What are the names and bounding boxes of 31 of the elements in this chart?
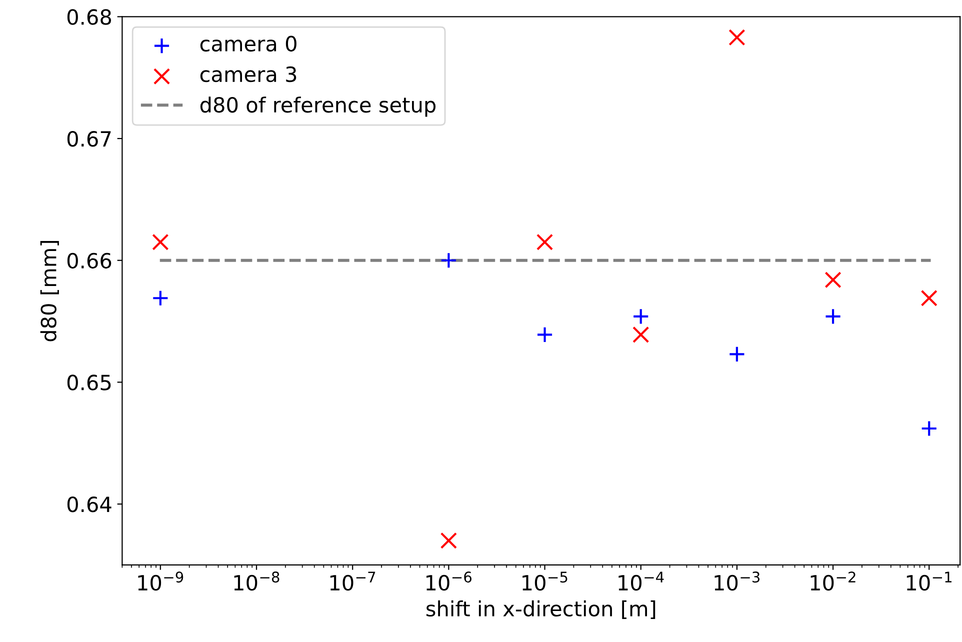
x-axis-title: shift in x-direction [m] — [426, 600, 656, 619]
point — [632, 326, 650, 344]
x-tick-label: 10$^{−6}$ — [426, 572, 472, 591]
x-tick-label: 10$^{−9}$ — [138, 572, 184, 591]
point — [728, 29, 746, 46]
y-tick-label: 0.67 — [67, 130, 111, 147]
x-tick-label: 10$^{−1}$ — [906, 572, 952, 591]
point — [440, 252, 458, 269]
x-tick-label: 10$^{−5}$ — [522, 572, 568, 591]
point — [632, 308, 650, 325]
point — [728, 346, 746, 363]
y-tick-label: 0.68 — [67, 9, 112, 25]
legend-label: camera 0 — [200, 36, 296, 52]
point — [440, 532, 458, 549]
x-tick-label: 10$^{−2}$ — [810, 572, 856, 591]
legend-label: d80 of reference setup — [200, 96, 436, 117]
legend-label: camera 3 — [200, 66, 296, 82]
x-tick-label: 10$^{−8}$ — [234, 572, 280, 591]
point — [536, 234, 554, 250]
x-tick-label: 10$^{−4}$ — [618, 572, 664, 591]
y-tick-label: 0.65 — [67, 374, 111, 390]
y-tick-label: 0.66 — [67, 252, 112, 269]
point — [824, 308, 842, 325]
y-tick-label: 0.64 — [67, 496, 112, 512]
x-tick-label: 10$^{−7}$ — [330, 572, 376, 591]
point — [536, 326, 554, 344]
point — [920, 290, 938, 306]
y-axis-title: d80 [mm] — [40, 241, 59, 342]
x-tick-label: 10$^{−3}$ — [714, 572, 760, 591]
point — [920, 420, 938, 437]
point — [824, 272, 842, 288]
